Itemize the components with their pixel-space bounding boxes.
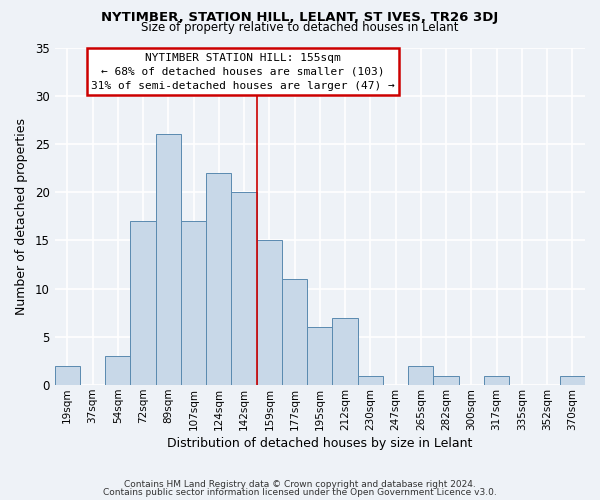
- Bar: [332, 318, 358, 385]
- Bar: [232, 192, 257, 385]
- Y-axis label: Number of detached properties: Number of detached properties: [15, 118, 28, 315]
- Text: Size of property relative to detached houses in Lelant: Size of property relative to detached ho…: [141, 22, 459, 35]
- X-axis label: Distribution of detached houses by size in Lelant: Distribution of detached houses by size …: [167, 437, 473, 450]
- Text: NYTIMBER STATION HILL: 155sqm
← 68% of detached houses are smaller (103)
31% of : NYTIMBER STATION HILL: 155sqm ← 68% of d…: [91, 52, 395, 90]
- Bar: [206, 173, 232, 385]
- Text: Contains HM Land Registry data © Crown copyright and database right 2024.: Contains HM Land Registry data © Crown c…: [124, 480, 476, 489]
- Bar: [358, 376, 383, 385]
- Bar: [55, 366, 80, 385]
- Bar: [484, 376, 509, 385]
- Bar: [155, 134, 181, 385]
- Bar: [105, 356, 130, 385]
- Bar: [257, 240, 282, 385]
- Bar: [130, 221, 155, 385]
- Bar: [181, 221, 206, 385]
- Bar: [433, 376, 459, 385]
- Text: Contains public sector information licensed under the Open Government Licence v3: Contains public sector information licen…: [103, 488, 497, 497]
- Text: NYTIMBER, STATION HILL, LELANT, ST IVES, TR26 3DJ: NYTIMBER, STATION HILL, LELANT, ST IVES,…: [101, 11, 499, 24]
- Bar: [560, 376, 585, 385]
- Bar: [307, 328, 332, 385]
- Bar: [282, 279, 307, 385]
- Bar: [408, 366, 433, 385]
